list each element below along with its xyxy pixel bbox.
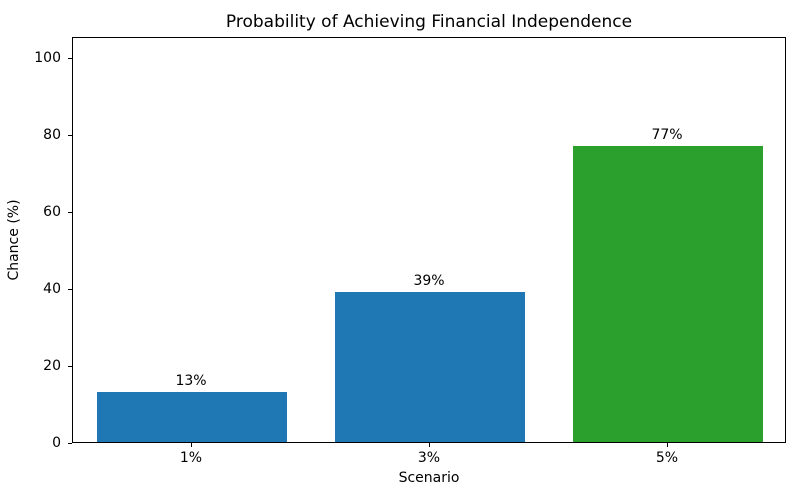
y-tick-mark	[68, 366, 72, 368]
y-tick-label: 40	[43, 281, 61, 298]
bar-3%	[334, 291, 526, 442]
x-tick-mark	[667, 443, 668, 447]
plot-area	[72, 37, 786, 443]
bar-value-label: 39%	[413, 272, 445, 289]
x-tick-mark	[191, 443, 192, 447]
chart-title: Probability of Achieving Financial Indep…	[225, 12, 633, 32]
bar-5%	[572, 145, 764, 442]
x-tick-mark	[429, 443, 430, 447]
y-axis-label: Chance (%)	[6, 199, 22, 281]
x-tick-label: 5%	[655, 450, 679, 466]
y-tick-mark	[68, 212, 72, 214]
x-tick-label: 3%	[417, 450, 441, 466]
bar-value-label: 13%	[175, 372, 207, 389]
y-tick-label: 20	[43, 358, 61, 375]
y-tick-mark	[68, 135, 72, 137]
y-tick-mark	[68, 289, 72, 291]
bar-1%	[96, 391, 288, 442]
y-tick-mark	[68, 443, 72, 444]
x-tick-label: 1%	[179, 450, 203, 466]
y-tick-label: 100	[34, 50, 61, 67]
y-tick-label: 60	[43, 204, 61, 221]
y-tick-mark	[68, 58, 72, 60]
y-tick-label: 0	[52, 435, 61, 451]
y-tick-label: 80	[43, 127, 61, 144]
x-axis-label: Scenario	[398, 470, 460, 486]
bar-value-label: 77%	[651, 126, 683, 143]
